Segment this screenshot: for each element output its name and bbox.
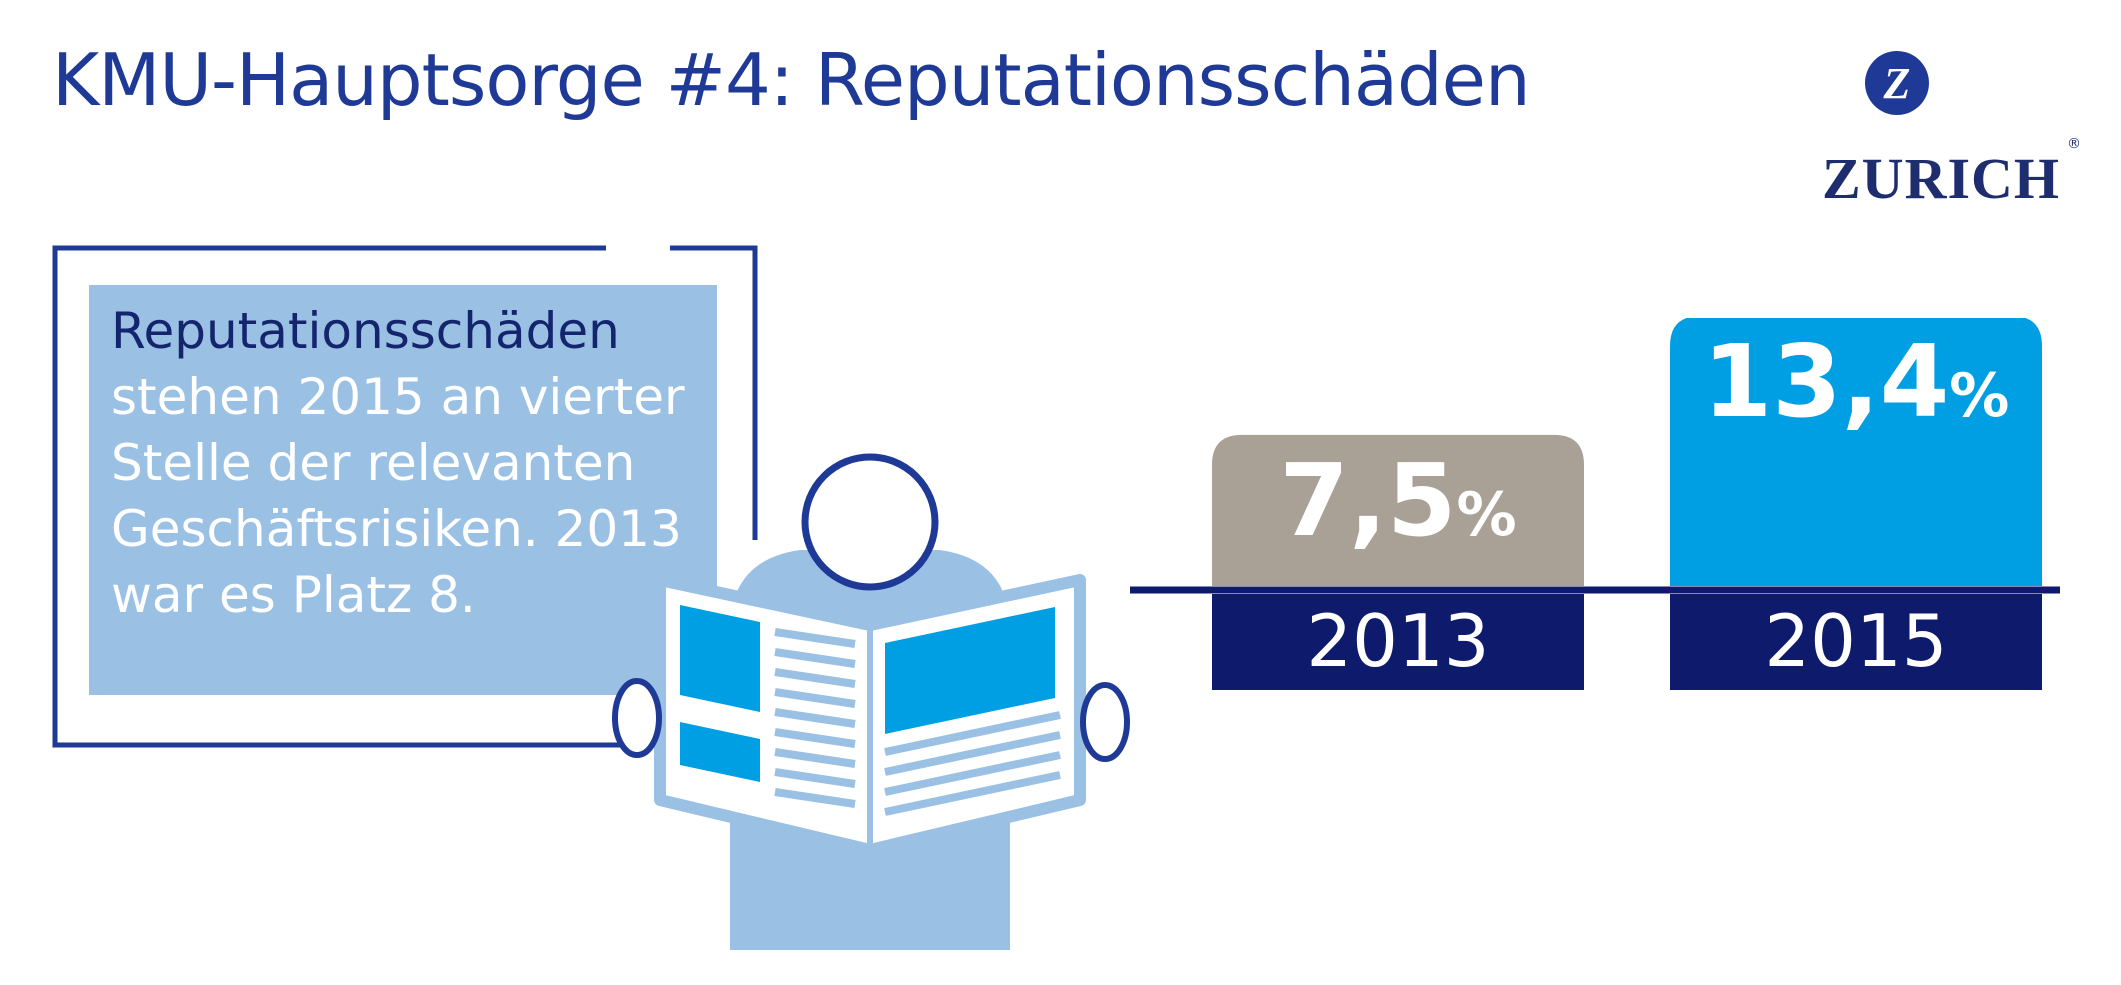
year-label-bar-2013 <box>1212 594 1584 690</box>
page-title: KMU-Hauptsorge #4: Reputationsschäden <box>52 38 1531 122</box>
zurich-logo-icon: Z <box>1865 51 1929 115</box>
info-line-3: Stelle der relevanten <box>111 434 636 492</box>
bar-chart: 2013 7,5% 2015 13,4% <box>1130 318 2060 690</box>
logo-mark: Z <box>1883 59 1911 108</box>
info-text: Reputationsschäden stehen 2015 an vierte… <box>111 298 731 628</box>
logo-registered-mark: ® <box>2067 136 2081 152</box>
logo-wordmark: ZURICH <box>1822 146 2061 211</box>
info-line-4: Geschäftsrisiken. 2013 <box>111 500 682 558</box>
info-line-2: stehen 2015 an vierter <box>111 368 685 426</box>
info-line-5: war es Platz 8. <box>111 566 476 624</box>
category-label-2015: 2015 <box>1764 599 1947 683</box>
bar-2015 <box>1670 318 2042 586</box>
text-box-background <box>89 285 717 695</box>
value-label-2013: 7,5% <box>1279 442 1516 559</box>
info-line-1: Reputationsschäden <box>111 302 620 360</box>
category-label-2013: 2013 <box>1306 599 1489 683</box>
newspaper-reader-icon <box>612 453 1130 950</box>
value-label-2015: 13,4% <box>1703 323 2010 440</box>
year-label-bar-2015 <box>1670 594 2042 690</box>
bar-2013 <box>1212 434 1584 586</box>
